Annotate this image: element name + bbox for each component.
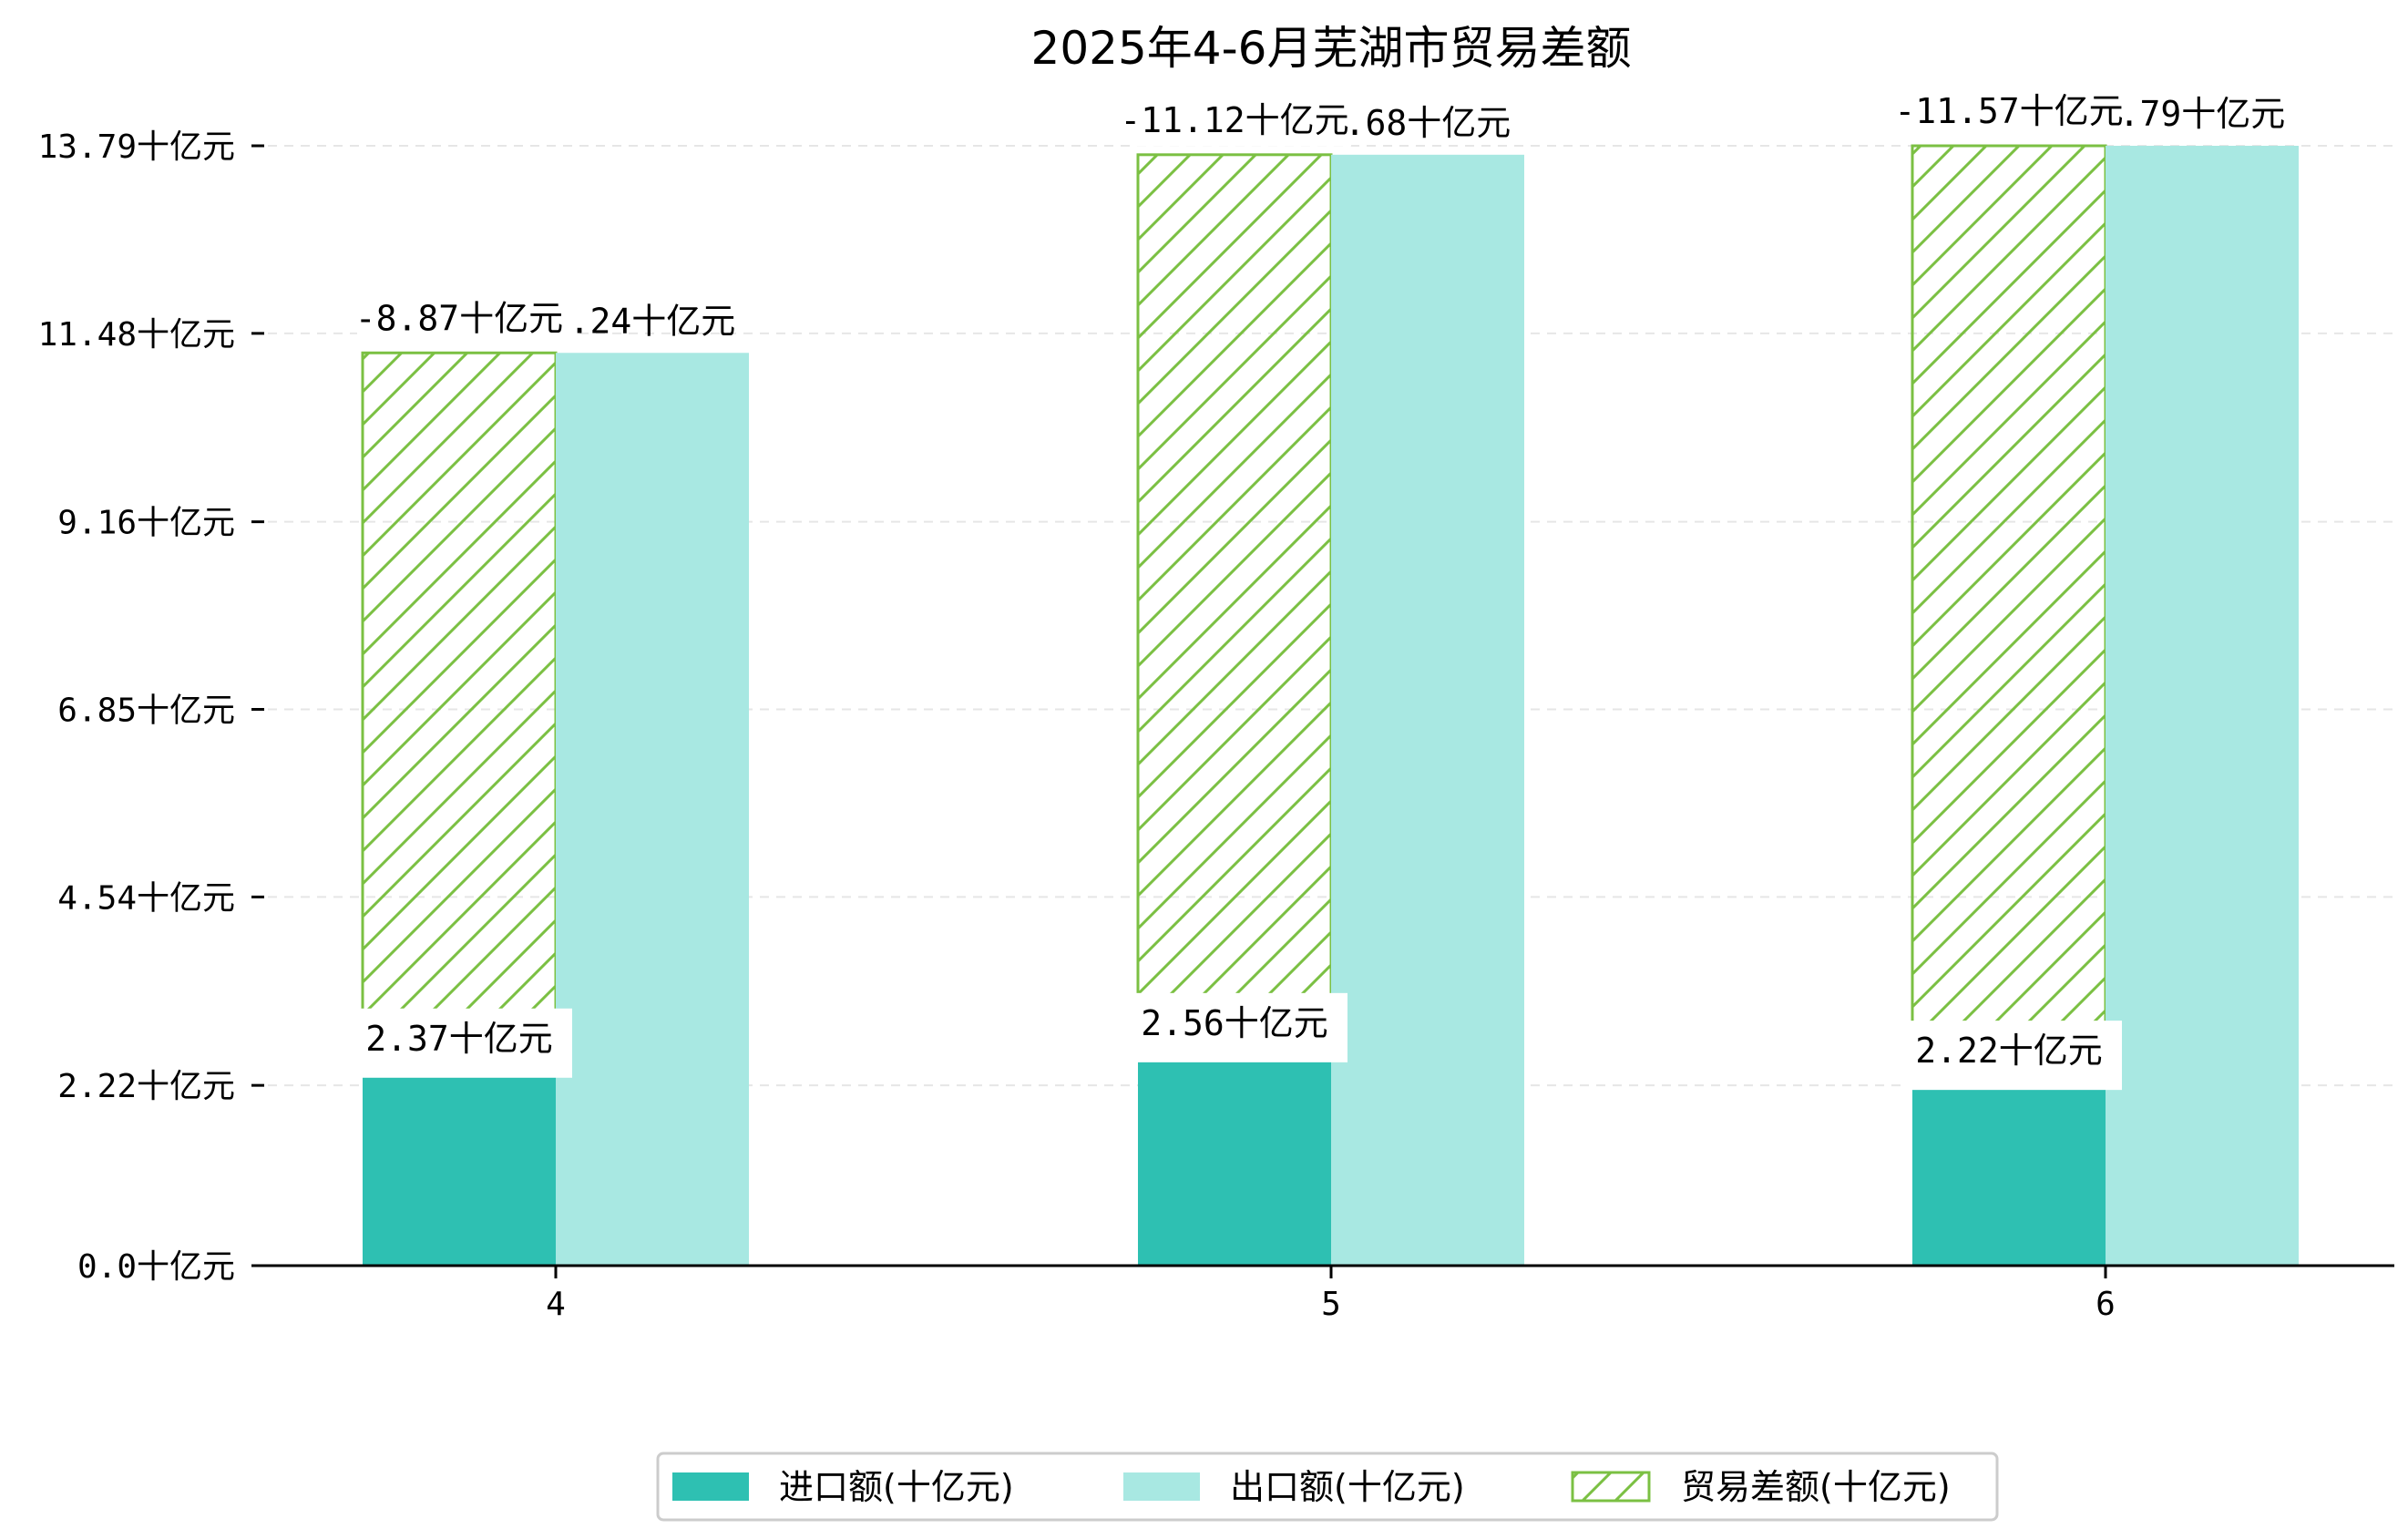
x-tick-label: 4 [546, 1286, 566, 1323]
legend-label-balance: 贸易差额(十亿元) [1681, 1467, 1951, 1507]
legend-label-export: 出口额(十亿元) [1230, 1467, 1465, 1507]
y-tick-label: 6.85十亿元 [57, 693, 235, 730]
import-label-bg [1132, 992, 1347, 1062]
bars [363, 146, 2299, 1267]
export-bar [1331, 154, 1524, 1267]
balance-value-label: -8.87十亿元 [355, 298, 563, 338]
import-label-bg [357, 1008, 572, 1078]
balance-value-label: -11.57十亿元 [1894, 91, 2123, 131]
export-value-label: .68十亿元 [1345, 103, 1511, 143]
legend-box [656, 1452, 1999, 1522]
legend-swatch-export [1123, 1472, 1200, 1501]
import-bar [363, 1072, 556, 1266]
import-value-label: 2.22十亿元 [1915, 1031, 2103, 1071]
chart-title: 2025年4-6月芜湖市贸易差额 [1031, 22, 1632, 75]
export-value-label: .79十亿元 [2119, 94, 2286, 134]
legend-swatch-import [672, 1472, 749, 1501]
y-tick-label: 13.79十亿元 [38, 128, 235, 166]
balance-label-bg [1907, 85, 2126, 138]
import-bar [1912, 1085, 2106, 1266]
export-value-label: .24十亿元 [569, 301, 736, 341]
trade-balance-bars [361, 144, 2107, 1087]
import-value-label: 2.56十亿元 [1141, 1003, 1328, 1043]
y-tick-label: 9.16十亿元 [57, 505, 235, 542]
axes: 0.0十亿元 2.22十亿元 4.54十亿元 6.85十亿元 9.16十亿元 11.48十… [38, 128, 2394, 1323]
y-tick-label: 0.0十亿元 [77, 1248, 235, 1286]
balance-value-label: -11.12十亿元 [1120, 100, 1348, 140]
x-tick-label: 6 [2095, 1286, 2116, 1323]
legend-swatch-balance [1571, 1471, 1651, 1503]
y-tick-label: 11.48十亿元 [38, 316, 235, 354]
legend: 进口额(十亿元) 出口额(十亿元) 贸易差额(十亿元) [656, 1452, 1999, 1522]
balance-label-bg [357, 292, 576, 345]
legend-label-import: 进口额(十亿元) [779, 1467, 1014, 1507]
trade-balance-bar [1911, 144, 2107, 1087]
trade-balance-bar [1136, 153, 1333, 1060]
import-label-bg [1907, 1021, 2122, 1091]
export-bar [556, 353, 749, 1266]
y-tick-label: 2.22十亿元 [57, 1068, 235, 1105]
trade-balance-bar [361, 351, 558, 1075]
x-tick-label: 5 [1321, 1286, 1341, 1323]
export-bar [2106, 146, 2299, 1266]
data-labels: 2.37十亿元 -8.87十亿元 .24十亿元 2.56十亿元 -11.12十亿元.68… [355, 85, 2286, 1091]
balance-label-bg [1132, 93, 1351, 147]
import-value-label: 2.37十亿元 [365, 1019, 553, 1059]
import-bar [1138, 1057, 1331, 1266]
y-tick-label: 4.54十亿元 [57, 879, 235, 917]
